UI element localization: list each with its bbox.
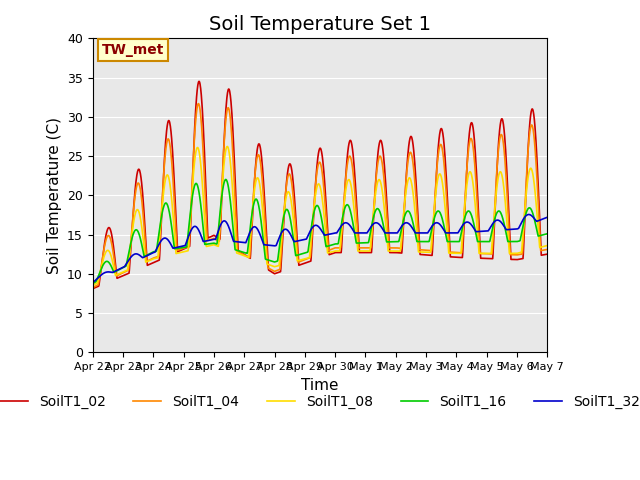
X-axis label: Time: Time	[301, 377, 339, 393]
Line: SoilT1_08: SoilT1_08	[93, 146, 547, 285]
Title: Soil Temperature Set 1: Soil Temperature Set 1	[209, 15, 431, 34]
Line: SoilT1_32: SoilT1_32	[93, 215, 547, 282]
Line: SoilT1_02: SoilT1_02	[93, 81, 547, 288]
Y-axis label: Soil Temperature (C): Soil Temperature (C)	[47, 117, 61, 274]
Text: TW_met: TW_met	[102, 43, 164, 57]
Line: SoilT1_16: SoilT1_16	[93, 180, 547, 284]
Line: SoilT1_04: SoilT1_04	[93, 104, 547, 288]
Legend: SoilT1_02, SoilT1_04, SoilT1_08, SoilT1_16, SoilT1_32: SoilT1_02, SoilT1_04, SoilT1_08, SoilT1_…	[0, 389, 640, 414]
